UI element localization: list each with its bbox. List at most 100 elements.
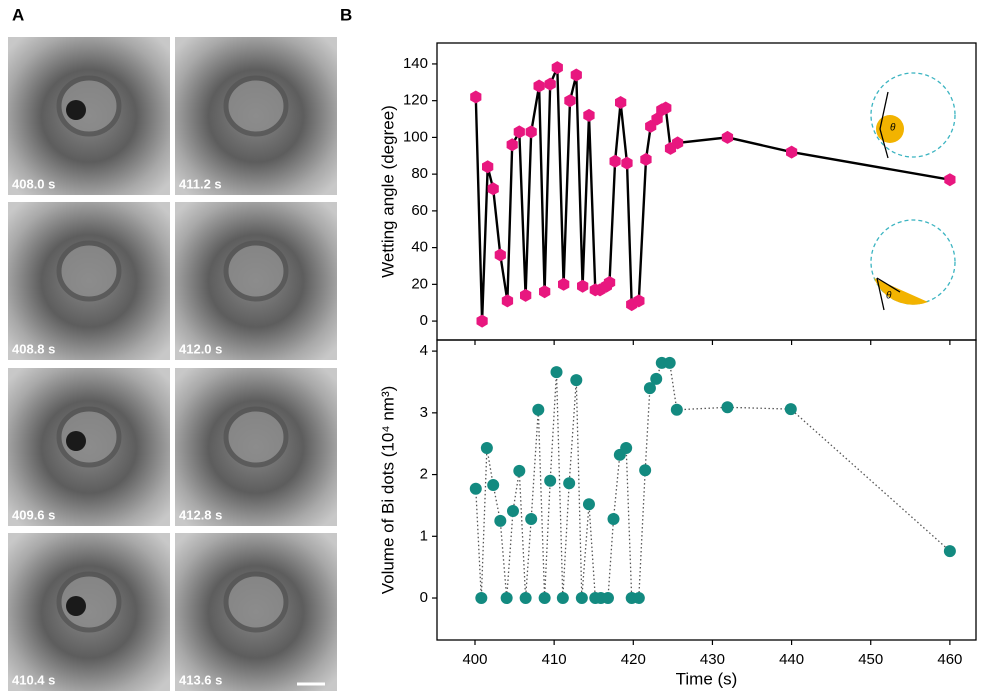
data-point <box>551 61 563 75</box>
data-point <box>672 136 684 150</box>
particle <box>56 75 122 137</box>
data-point <box>620 442 633 455</box>
y-tick-label: 2 <box>420 466 428 483</box>
y-tick-label: 1 <box>420 527 428 544</box>
data-point <box>506 138 518 152</box>
data-point <box>607 513 620 526</box>
data-point <box>663 356 676 369</box>
data-point <box>550 366 563 379</box>
time-label: 413.6 s <box>179 672 222 687</box>
data-point <box>525 513 538 526</box>
data-point <box>660 101 672 115</box>
data-point <box>601 592 614 605</box>
data-point <box>615 96 627 109</box>
time-label: 409.6 s <box>12 507 55 522</box>
panel-label: B <box>340 5 352 24</box>
y-tick-label: 40 <box>411 239 428 256</box>
data-point <box>513 125 525 139</box>
y-axis-label: Wetting angle (degree) <box>378 105 397 278</box>
data-point <box>575 592 588 605</box>
time-label: 411.2 s <box>179 176 222 191</box>
data-point <box>533 79 545 93</box>
data-point <box>633 294 645 308</box>
data-point <box>539 285 551 299</box>
dark-dot <box>66 596 86 616</box>
data-point <box>500 592 513 605</box>
data-point <box>583 108 595 122</box>
time-label: 408.0 s <box>12 176 55 191</box>
x-tick-label: 400 <box>462 651 487 668</box>
time-label: 412.8 s <box>179 507 222 522</box>
data-point <box>556 592 569 605</box>
data-point <box>721 401 734 414</box>
y-tick-label: 4 <box>420 342 428 359</box>
particle <box>223 75 289 137</box>
data-point <box>525 125 537 139</box>
inset-bottom: θ <box>870 219 956 311</box>
data-point <box>494 248 506 262</box>
data-point <box>721 130 734 144</box>
data-point <box>650 372 663 385</box>
x-tick-label: 410 <box>542 651 567 668</box>
y-tick-label: 140 <box>403 55 428 72</box>
y-tick-label: 0 <box>420 589 428 606</box>
data-point <box>670 403 683 416</box>
y-tick-label: 120 <box>403 92 428 109</box>
data-point <box>480 442 493 455</box>
inset-symbol: θ <box>886 291 892 302</box>
y-axis-label: Volume of Bi dots (10⁴ nm³) <box>378 386 397 595</box>
data-point <box>475 592 488 605</box>
inset-top: θ <box>870 72 956 159</box>
particle <box>223 406 289 468</box>
particle <box>56 240 122 302</box>
data-point <box>563 477 576 490</box>
data-point <box>513 464 526 477</box>
data-point <box>544 77 556 91</box>
x-axis-label: Time (s) <box>676 669 738 688</box>
data-point <box>532 403 545 416</box>
inset-symbol: θ <box>890 123 896 134</box>
data-point <box>784 403 797 416</box>
x-tick-label: 450 <box>858 651 883 668</box>
data-point <box>506 504 519 517</box>
data-point <box>621 156 633 170</box>
data-point <box>564 94 576 108</box>
time-label: 412.0 s <box>179 341 222 356</box>
data-point <box>544 474 557 487</box>
y-tick-label: 3 <box>420 404 428 421</box>
data-point <box>501 294 514 308</box>
dark-dot <box>66 100 86 120</box>
time-label: 408.8 s <box>12 341 55 356</box>
data-point <box>640 152 652 166</box>
data-point <box>487 182 499 196</box>
particle <box>223 571 289 633</box>
time-label: 410.4 s <box>12 672 55 687</box>
dark-dot <box>66 431 86 451</box>
image-grid: 408.0 s 411.2 s 408.8 s 412.0 s 409.6 s 412.8… <box>8 37 337 691</box>
data-point <box>643 382 656 395</box>
data-point <box>558 277 570 291</box>
data-point <box>538 592 551 605</box>
particle <box>56 571 122 633</box>
data-point <box>494 514 507 527</box>
data-point <box>487 479 500 492</box>
x-tick-label: 430 <box>700 651 725 668</box>
data-point <box>639 464 652 477</box>
x-tick-label: 440 <box>779 651 804 668</box>
data-point <box>632 592 645 605</box>
data-point <box>577 279 589 293</box>
data-point <box>603 276 616 289</box>
panel-label: A <box>12 5 24 24</box>
data-point <box>519 592 532 605</box>
plot-frame <box>436 339 977 641</box>
data-point <box>570 68 582 82</box>
data-point <box>570 374 583 387</box>
y-tick-label: 80 <box>411 165 428 182</box>
data-point <box>943 545 956 558</box>
y-tick-label: 60 <box>411 202 428 219</box>
y-tick-label: 0 <box>420 312 428 329</box>
data-point <box>470 90 482 104</box>
particle <box>223 240 289 302</box>
